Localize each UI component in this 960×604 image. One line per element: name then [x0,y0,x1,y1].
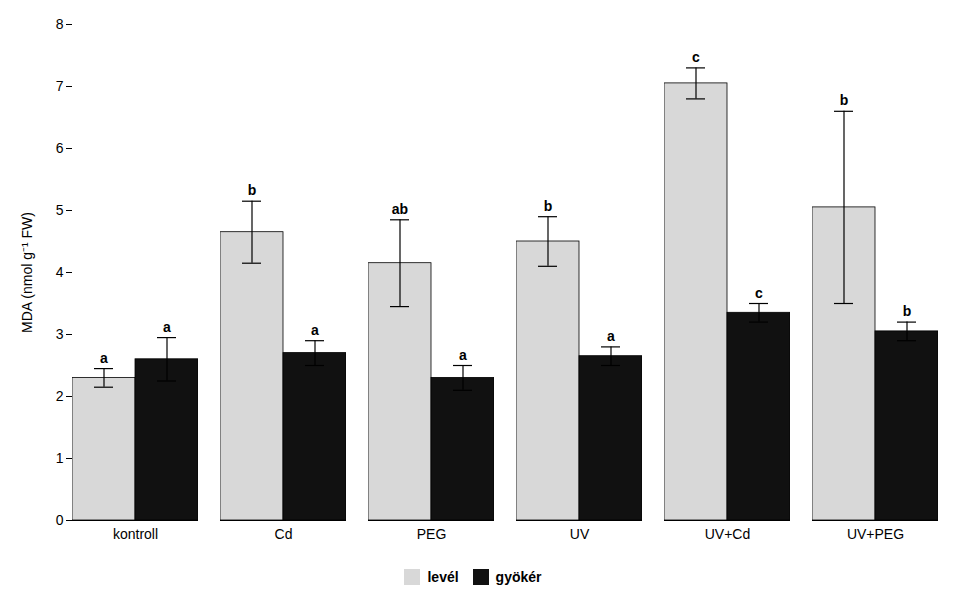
svg-text:kontroll: kontroll [113,526,158,542]
svg-text:2: 2 [56,388,64,404]
svg-text:a: a [100,350,108,366]
svg-text:b: b [248,182,257,198]
svg-text:5: 5 [56,202,64,218]
svg-text:c: c [692,49,700,65]
svg-text:1: 1 [56,450,64,466]
svg-text:UV+PEG: UV+PEG [847,526,904,542]
svg-text:a: a [163,319,171,335]
svg-text:6: 6 [56,140,64,156]
svg-text:c: c [755,285,763,301]
svg-text:ab: ab [392,201,408,217]
svg-text:8: 8 [56,16,64,32]
svg-text:b: b [840,92,849,108]
svg-text:a: a [607,328,615,344]
svg-text:0: 0 [56,512,64,528]
svg-text:3: 3 [56,326,64,342]
svg-text:7: 7 [56,78,64,94]
html-text:levél: levél [427,568,459,585]
svg-text:UV: UV [570,526,590,542]
svg-text:a: a [311,322,319,338]
svg-text:Cd: Cd [275,526,293,542]
svg-text:b: b [544,198,553,214]
svg-text:PEG: PEG [417,526,447,542]
svg-text:UV+Cd: UV+Cd [705,526,751,542]
svg-text:4: 4 [56,264,64,280]
svg-text:b: b [903,303,912,319]
svg-text:MDA (nmol g⁻¹ FW): MDA (nmol g⁻¹ FW) [19,212,35,333]
svg-text:a: a [459,347,467,363]
html-text:gyökér: gyökér [495,568,542,585]
